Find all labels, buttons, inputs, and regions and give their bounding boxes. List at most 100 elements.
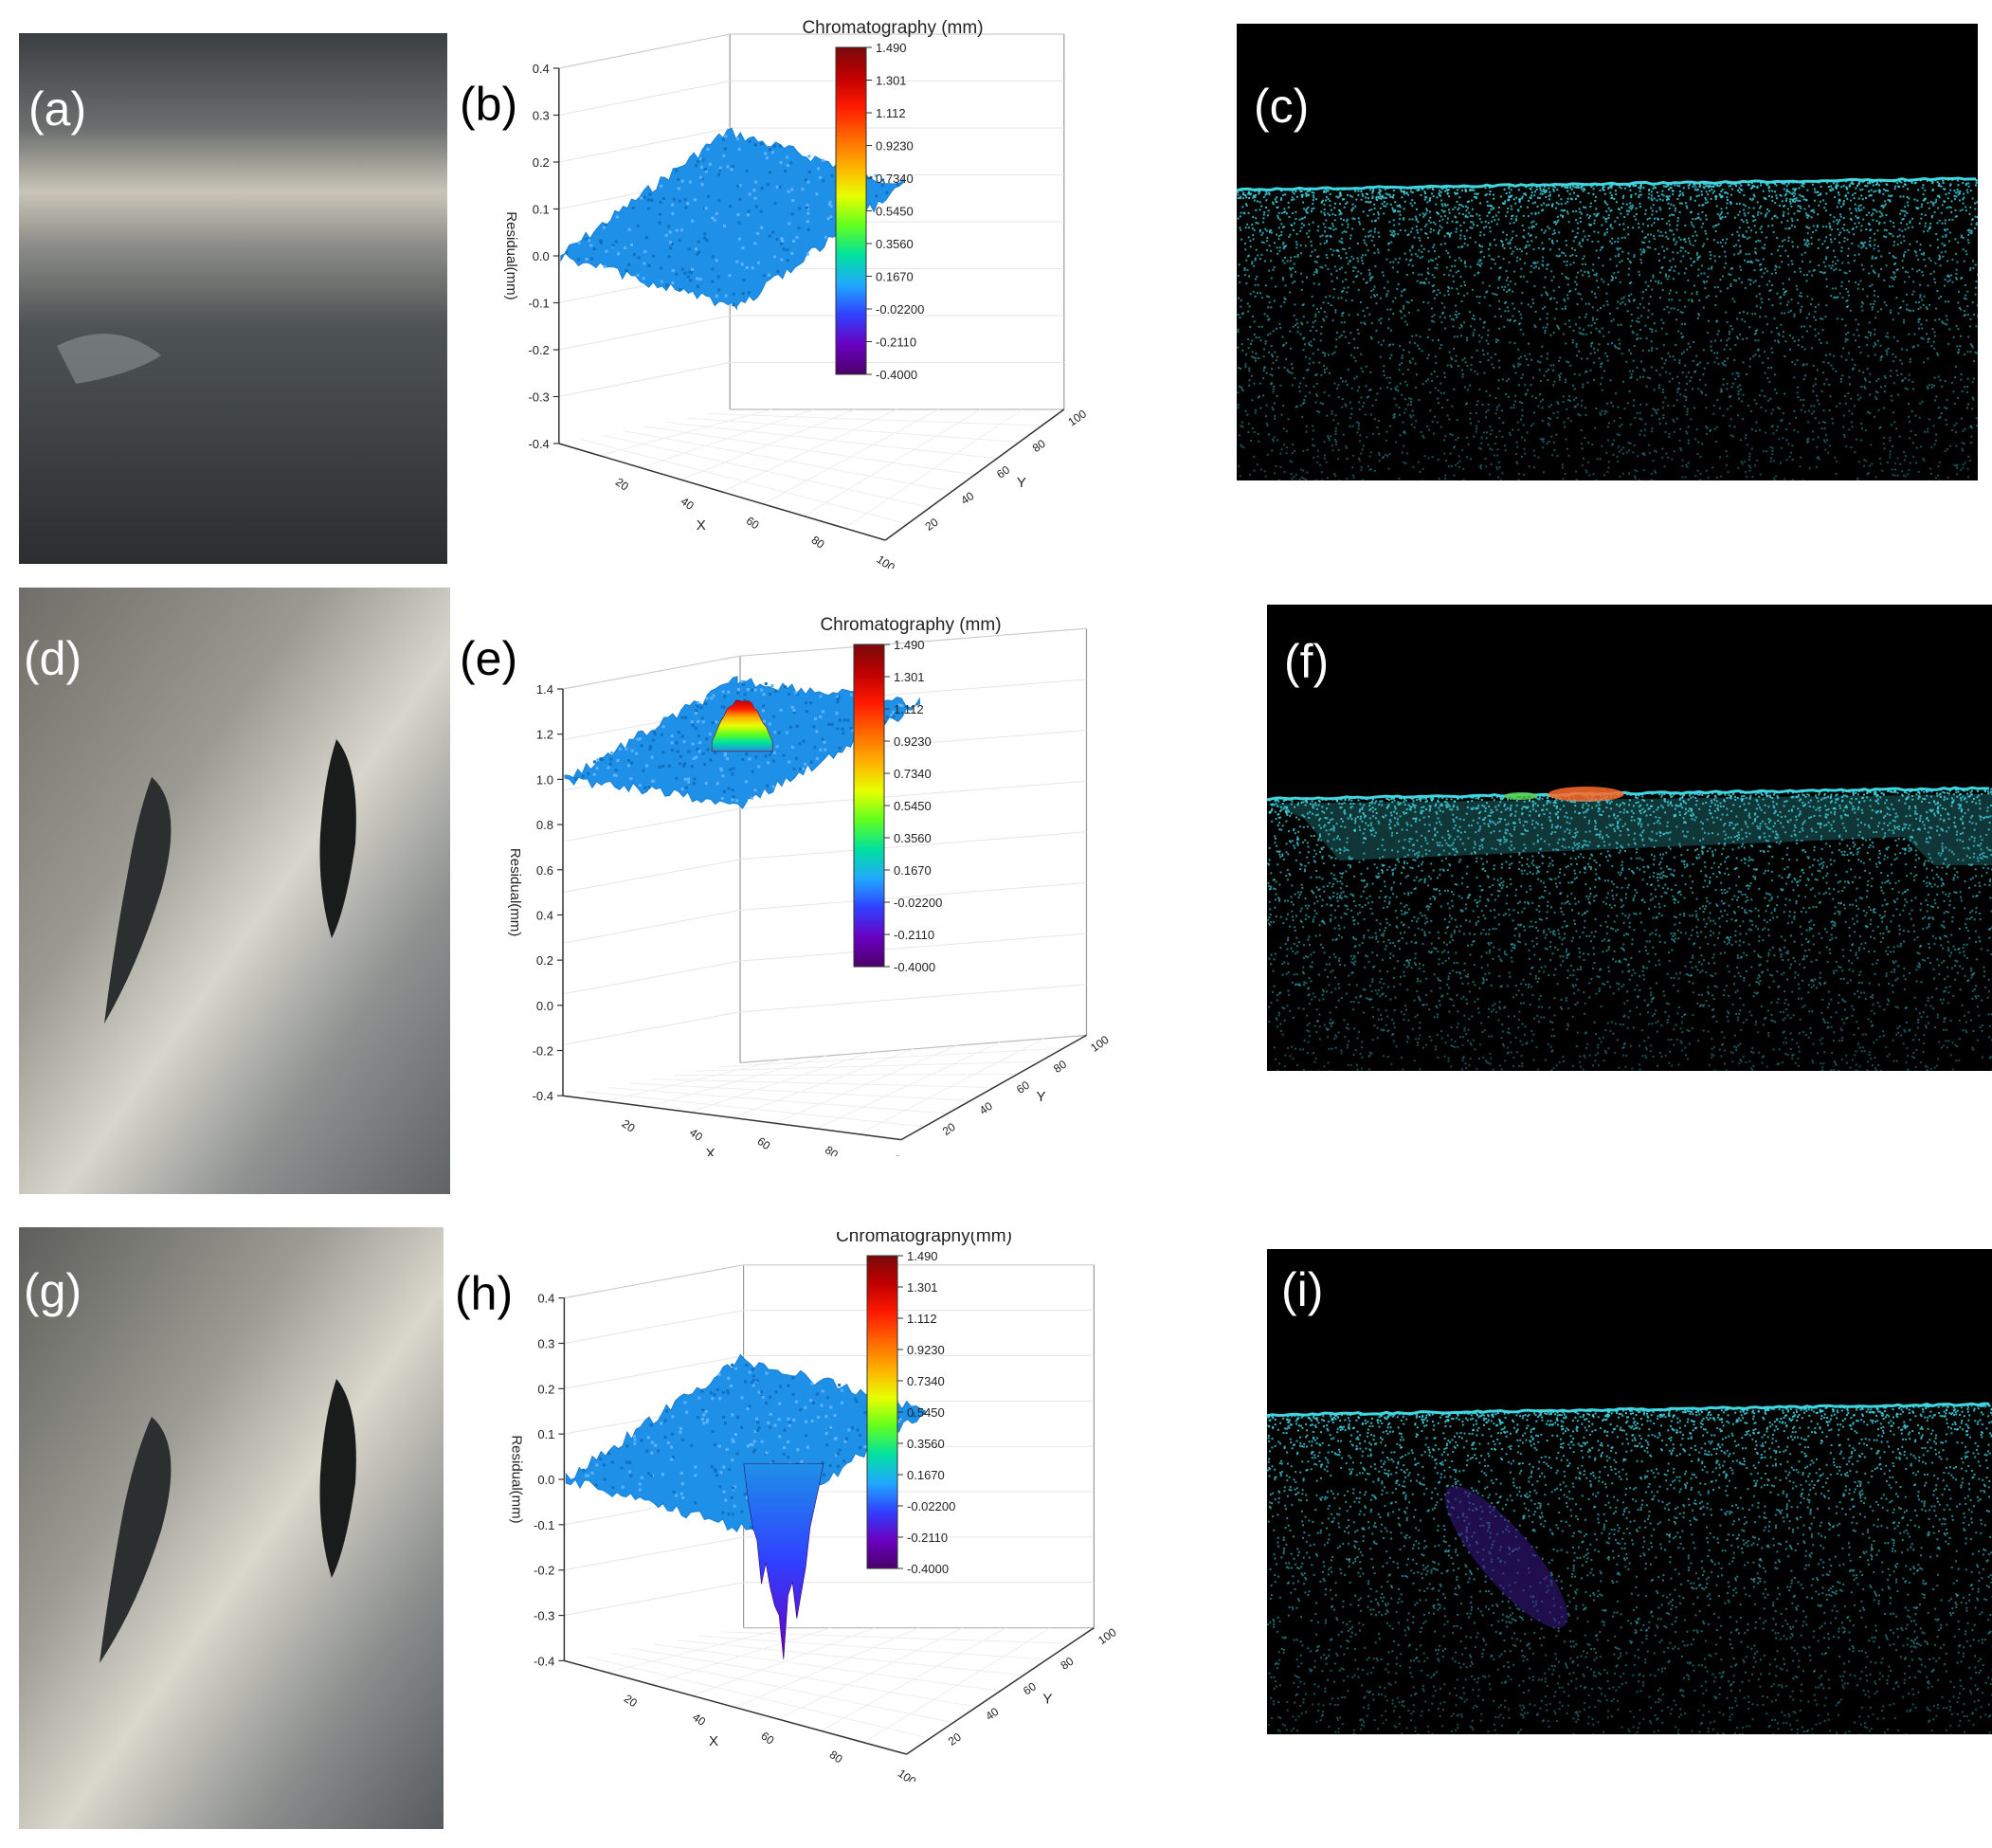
x-axis-label: X bbox=[706, 1146, 715, 1156]
x-tick-label: 100 bbox=[874, 553, 897, 569]
cloud-edge bbox=[1267, 1402, 1990, 1418]
colorbar-tick-label: -0.02200 bbox=[894, 896, 942, 910]
photo-image bbox=[19, 1227, 444, 1829]
colorbar-tick-label: 0.7340 bbox=[907, 1374, 945, 1388]
colorbar-tick-label: 0.9230 bbox=[894, 734, 932, 749]
y-axis-label: Y bbox=[1017, 475, 1026, 491]
x-tick-label: 20 bbox=[622, 1692, 640, 1710]
colorbar-tick-label: -0.2110 bbox=[876, 335, 916, 350]
surface-plot-e: (e) 1.4 1.2 1.0 0.8 0.6 0.4 0.2 0.0 -0.2 -0.4 Resi… bbox=[450, 607, 1256, 1156]
plot-frame bbox=[552, 33, 1065, 541]
colorbar-tick-label: -0.4000 bbox=[907, 1562, 949, 1576]
x-axis-label: X bbox=[697, 517, 706, 534]
panel-label: (f) bbox=[1284, 635, 1330, 688]
x-tick-label: 40 bbox=[690, 1711, 708, 1729]
colorbar-tick-label: 1.112 bbox=[876, 106, 906, 120]
panel-label: (b) bbox=[460, 78, 518, 131]
z-tick-label: -0.2 bbox=[533, 1044, 553, 1059]
colorbar-tick-label: -0.02200 bbox=[876, 302, 924, 317]
z-tick-label: 0.0 bbox=[537, 1473, 554, 1487]
panel-label: (d) bbox=[24, 632, 82, 685]
colorbar-tick-label: 1.301 bbox=[894, 670, 925, 684]
colorbar: Chromatography(mm) 1.490 1.301 1.112 0.9230 0… bbox=[836, 1232, 1012, 1576]
panel-label: (a) bbox=[28, 82, 87, 136]
z-tick-label: -0.1 bbox=[534, 1518, 554, 1532]
point-cloud-render bbox=[1267, 1402, 1992, 1734]
z-tick-label: 1.0 bbox=[536, 772, 553, 787]
z-axis-label: Residual(mm) bbox=[508, 1435, 524, 1523]
y-tick-label: 40 bbox=[983, 1705, 1001, 1723]
colorbar-tick-label: -0.2110 bbox=[907, 1531, 948, 1545]
y-tick-label: 60 bbox=[994, 462, 1012, 480]
cloud-dent bbox=[1444, 1486, 1568, 1628]
residual-surface bbox=[560, 127, 904, 311]
z-tick-label: 0.2 bbox=[533, 155, 550, 170]
z-tick-label: -0.4 bbox=[533, 1089, 553, 1103]
panel-label: (h) bbox=[455, 1267, 514, 1320]
colorbar-tick-label: 0.1670 bbox=[907, 1468, 945, 1482]
y-tick-label: 80 bbox=[1030, 437, 1048, 455]
z-tick-label: -0.3 bbox=[528, 390, 549, 405]
colorbar-tick-label: 0.5450 bbox=[907, 1405, 945, 1420]
x-tick-label: 100 bbox=[896, 1766, 919, 1782]
y-tick-label: 100 bbox=[1088, 1033, 1112, 1055]
colorbar-tick-label: 1.490 bbox=[876, 41, 907, 55]
colorbar-tick-label: 0.5450 bbox=[876, 205, 914, 219]
panel-label: (c) bbox=[1254, 80, 1310, 133]
colorbar-tick-label: 1.301 bbox=[907, 1280, 938, 1295]
colorbar-tick-label: 0.7340 bbox=[894, 767, 932, 781]
cloud-points bbox=[1237, 178, 1978, 480]
point-cloud-i: (i) bbox=[1267, 1249, 1992, 1734]
y-tick-label: 60 bbox=[1021, 1679, 1039, 1697]
z-tick-label: 0.0 bbox=[536, 999, 553, 1013]
z-tick-label: 0.2 bbox=[536, 953, 553, 968]
x-tick-label: 20 bbox=[613, 475, 631, 493]
plot-3d-b: 0.4 0.3 0.2 0.1 0.0 -0.1 -0.2 -0.3 -0.4 Residual(… bbox=[503, 18, 1089, 569]
cloud-points bbox=[1267, 788, 1992, 1071]
colorbar-tick-label: -0.2110 bbox=[894, 928, 934, 942]
x-tick-label: 40 bbox=[687, 1126, 705, 1144]
colorbar-tick-label: 1.112 bbox=[907, 1312, 937, 1326]
point-cloud-render bbox=[1237, 176, 1978, 480]
colorbar-title: Chromatography(mm) bbox=[836, 1232, 1012, 1246]
z-tick-label: 0.1 bbox=[533, 203, 550, 217]
colorbar-tick-label: 0.3560 bbox=[907, 1437, 945, 1451]
cloud-points bbox=[1267, 1404, 1992, 1734]
cloud-edge bbox=[1237, 176, 1977, 192]
colorbar-tick-label: 1.490 bbox=[907, 1249, 938, 1263]
z-tick-label: 0.4 bbox=[533, 62, 550, 76]
photo-image bbox=[19, 588, 450, 1194]
z-tick-label: 1.2 bbox=[536, 728, 553, 742]
y-tick-label: 20 bbox=[923, 516, 941, 534]
z-tick-label: -0.3 bbox=[534, 1609, 554, 1623]
z-tick-label: 0.2 bbox=[537, 1382, 554, 1396]
z-tick-label: 0.1 bbox=[537, 1427, 554, 1441]
x-tick-label: 60 bbox=[754, 1134, 772, 1152]
z-tick-label: 0.3 bbox=[533, 109, 550, 123]
colorbar: Chromatography (mm) 1.490 1.301 1.112 0.9230… bbox=[802, 18, 983, 382]
colorbar-tick-label: 0.1670 bbox=[894, 863, 932, 878]
z-tick-label: -0.2 bbox=[528, 343, 549, 357]
z-tick-label: -0.2 bbox=[534, 1564, 554, 1578]
panel-label: (e) bbox=[460, 632, 518, 685]
x-tick-label: 80 bbox=[827, 1748, 845, 1766]
y-tick-label: 60 bbox=[1014, 1078, 1032, 1096]
colorbar-tick-label: 0.9230 bbox=[876, 139, 914, 154]
colorbar-tick-label: -0.4000 bbox=[894, 960, 935, 974]
z-tick-label: 0.4 bbox=[537, 1292, 554, 1306]
y-tick-label: 80 bbox=[1059, 1654, 1077, 1672]
z-tick-label: -0.1 bbox=[528, 297, 549, 311]
colorbar-tick-label: 0.1670 bbox=[876, 270, 914, 284]
z-tick-label: -0.4 bbox=[534, 1654, 554, 1668]
colorbar-tick-label: 0.9230 bbox=[907, 1343, 945, 1357]
z-tick-label: 0.8 bbox=[536, 818, 553, 832]
x-tick-label: 60 bbox=[758, 1730, 776, 1748]
colorbar-tick-label: 1.490 bbox=[894, 638, 925, 652]
x-tick-label: 80 bbox=[823, 1143, 841, 1156]
plot-3d-h: 0.4 0.3 0.2 0.1 0.0 -0.1 -0.2 -0.3 -0.4 Residual(… bbox=[508, 1232, 1118, 1782]
z-tick-label: 0.6 bbox=[536, 863, 553, 878]
colorbar-title: Chromatography (mm) bbox=[802, 18, 983, 38]
point-cloud-c: (c) bbox=[1237, 24, 1978, 480]
colorbar: Chromatography (mm) 1.490 1.301 1.112 0.9230… bbox=[820, 615, 1001, 974]
x-tick-label: 100 bbox=[890, 1152, 914, 1156]
